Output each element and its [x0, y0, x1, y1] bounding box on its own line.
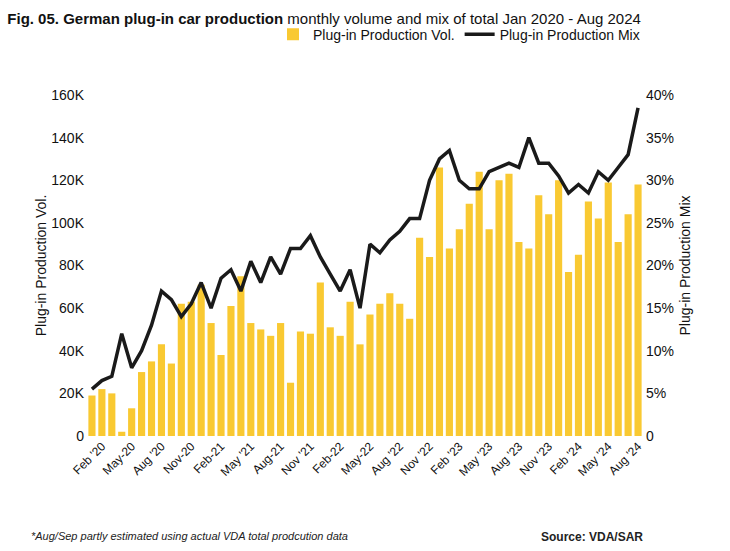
- svg-text:120K: 120K: [51, 172, 84, 188]
- svg-text:35%: 35%: [646, 130, 674, 146]
- svg-text:Feb-21: Feb-21: [191, 439, 228, 476]
- svg-text:Fig. 05. German plug-in car pr: Fig. 05. German plug-in car production m…: [7, 10, 641, 27]
- svg-text:Aug '23: Aug '23: [487, 439, 526, 478]
- svg-text:Plug-in Production Vol.: Plug-in Production Vol.: [33, 195, 49, 337]
- svg-text:5%: 5%: [646, 385, 666, 401]
- svg-text:Nov '22: Nov '22: [397, 439, 436, 478]
- svg-text:140K: 140K: [51, 130, 84, 146]
- svg-text:10%: 10%: [646, 343, 674, 359]
- svg-text:Nov '23: Nov '23: [517, 439, 556, 478]
- svg-text:Aug '20: Aug '20: [129, 439, 168, 478]
- svg-text:0: 0: [646, 428, 654, 444]
- svg-text:25%: 25%: [646, 215, 674, 231]
- svg-text:100K: 100K: [51, 215, 84, 231]
- svg-text:Feb '24: Feb '24: [547, 439, 585, 477]
- svg-text:Feb-22: Feb-22: [310, 439, 347, 476]
- svg-text:May '24: May '24: [575, 439, 615, 479]
- svg-text:May '21: May '21: [218, 439, 258, 479]
- svg-text:60K: 60K: [59, 300, 85, 316]
- svg-text:40%: 40%: [646, 87, 674, 103]
- svg-text:Plug-in Production Mix: Plug-in Production Mix: [500, 27, 640, 43]
- svg-text:Plug-in Production Vol.: Plug-in Production Vol.: [313, 27, 455, 43]
- svg-text:Plug-in Production Mix: Plug-in Production Mix: [677, 195, 693, 335]
- svg-text:May '23: May '23: [456, 439, 496, 479]
- svg-text:20K: 20K: [59, 385, 85, 401]
- svg-text:0: 0: [76, 428, 84, 444]
- svg-text:40K: 40K: [59, 343, 85, 359]
- svg-text:*Aug/Sep partly estimated usin: *Aug/Sep partly estimated using actual V…: [31, 530, 348, 542]
- svg-text:Aug '22: Aug '22: [368, 439, 407, 478]
- svg-text:Aug '24: Aug '24: [606, 439, 645, 478]
- svg-text:15%: 15%: [646, 300, 674, 316]
- svg-text:Nov-20: Nov-20: [160, 439, 197, 476]
- svg-text:Feb '20: Feb '20: [70, 439, 108, 477]
- svg-text:May-20: May-20: [100, 439, 138, 477]
- svg-text:Nov '21: Nov '21: [278, 439, 317, 478]
- svg-text:Feb '23: Feb '23: [428, 439, 466, 477]
- svg-text:Aug-21: Aug-21: [250, 439, 287, 476]
- svg-text:Source: VDA/SAR: Source: VDA/SAR: [541, 530, 643, 544]
- svg-text:20%: 20%: [646, 257, 674, 273]
- svg-text:80K: 80K: [59, 257, 85, 273]
- svg-text:May-22: May-22: [338, 439, 376, 477]
- svg-text:160K: 160K: [51, 87, 84, 103]
- svg-text:30%: 30%: [646, 172, 674, 188]
